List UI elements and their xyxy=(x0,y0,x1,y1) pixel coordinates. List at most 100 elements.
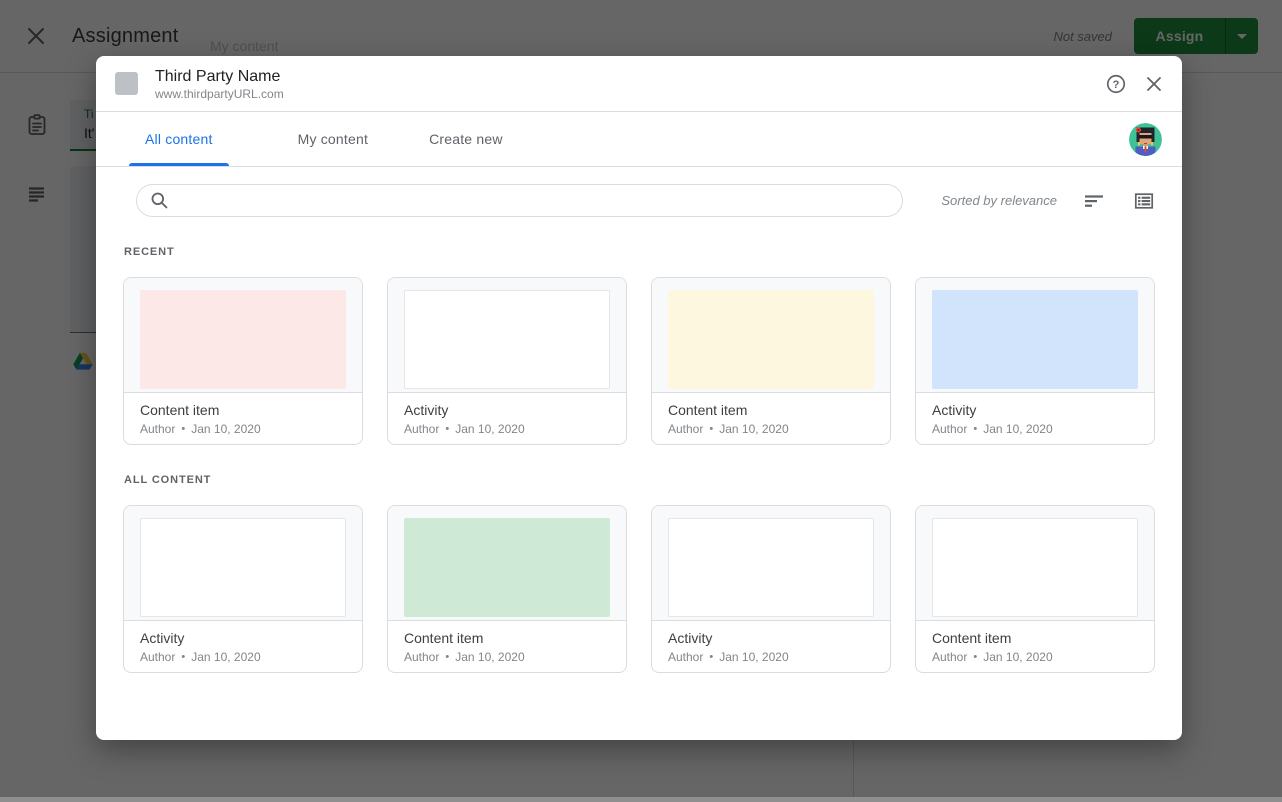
ghost-tab-text: My content xyxy=(210,38,279,54)
content-card[interactable]: Activity Author • Jan 10, 2020 xyxy=(387,277,627,445)
card-footer: Content item Author • Jan 10, 2020 xyxy=(388,620,626,672)
card-thumbnail xyxy=(404,290,610,389)
dialog-header: Third Party Name www.thirdpartyURL.com ? xyxy=(96,56,1182,112)
meta-bullet: • xyxy=(973,651,978,663)
card-footer: Activity Author • Jan 10, 2020 xyxy=(124,620,362,672)
card-thumbnail-area xyxy=(652,506,890,620)
content-card[interactable]: Content item Author • Jan 10, 2020 xyxy=(651,277,891,445)
app-identity: Third Party Name www.thirdpartyURL.com xyxy=(155,67,284,101)
content-section: RECENT Content item Author • Jan 10, 202… xyxy=(123,246,1155,445)
card-thumbnail xyxy=(668,290,874,389)
pixel-avatar-icon xyxy=(1129,122,1162,156)
card-author: Author xyxy=(404,650,440,664)
sort-button[interactable] xyxy=(1083,190,1105,212)
card-meta: Author • Jan 10, 2020 xyxy=(668,422,874,436)
content-card[interactable]: Content item Author • Jan 10, 2020 xyxy=(915,505,1155,673)
section-label: RECENT xyxy=(124,246,175,258)
card-meta: Author • Jan 10, 2020 xyxy=(140,422,346,436)
card-thumbnail xyxy=(404,518,610,617)
content-card[interactable]: Activity Author • Jan 10, 2020 xyxy=(123,505,363,673)
dialog-body: Sorted by relevance xyxy=(96,184,1182,673)
avatar[interactable] xyxy=(1129,122,1162,156)
card-thumbnail-area xyxy=(916,506,1154,620)
search-input[interactable] xyxy=(177,192,890,209)
meta-bullet: • xyxy=(445,423,450,435)
card-title: Activity xyxy=(140,630,185,646)
svg-text:?: ? xyxy=(1113,78,1120,90)
card-date: Jan 10, 2020 xyxy=(983,422,1053,436)
close-dialog-button[interactable] xyxy=(1142,72,1166,96)
content-sections: RECENT Content item Author • Jan 10, 202… xyxy=(123,246,1155,673)
card-meta: Author • Jan 10, 2020 xyxy=(932,650,1138,664)
meta-bullet: • xyxy=(973,423,978,435)
content-toolbar: Sorted by relevance xyxy=(123,184,1155,217)
search-icon xyxy=(151,192,168,209)
app-logo-placeholder xyxy=(115,72,138,95)
card-date: Jan 10, 2020 xyxy=(191,422,261,436)
card-thumbnail-area xyxy=(652,278,890,392)
tab-create-new[interactable]: Create new xyxy=(413,112,519,166)
card-date: Jan 10, 2020 xyxy=(191,650,261,664)
third-party-picker-dialog: Third Party Name www.thirdpartyURL.com ?… xyxy=(96,56,1182,740)
tab-label: Create new xyxy=(429,131,503,147)
card-thumbnail-area xyxy=(124,278,362,392)
card-footer: Activity Author • Jan 10, 2020 xyxy=(916,392,1154,444)
card-title: Content item xyxy=(932,630,1012,646)
view-list-icon xyxy=(1134,192,1154,209)
meta-bullet: • xyxy=(709,651,714,663)
view-list-button[interactable] xyxy=(1133,190,1155,212)
tab-my-content[interactable]: My content xyxy=(282,112,384,166)
sort-bars-icon xyxy=(1085,194,1103,207)
card-thumbnail xyxy=(140,518,346,617)
card-title: Activity xyxy=(404,402,449,418)
card-meta: Author • Jan 10, 2020 xyxy=(404,422,610,436)
card-footer: Content item Author • Jan 10, 2020 xyxy=(652,392,890,444)
card-author: Author xyxy=(932,650,968,664)
card-date: Jan 10, 2020 xyxy=(455,650,525,664)
card-date: Jan 10, 2020 xyxy=(455,422,525,436)
sort-status-label: Sorted by relevance xyxy=(941,193,1057,208)
card-thumbnail-area xyxy=(388,278,626,392)
card-date: Jan 10, 2020 xyxy=(983,650,1053,664)
card-footer: Content item Author • Jan 10, 2020 xyxy=(916,620,1154,672)
card-meta: Author • Jan 10, 2020 xyxy=(140,650,346,664)
meta-bullet: • xyxy=(445,651,450,663)
card-grid: Activity Author • Jan 10, 2020 Content i… xyxy=(123,505,1155,673)
question-circle-icon: ? xyxy=(1106,74,1126,93)
card-thumbnail-area xyxy=(388,506,626,620)
section-label: ALL CONTENT xyxy=(124,474,212,486)
card-meta: Author • Jan 10, 2020 xyxy=(668,650,874,664)
help-button[interactable]: ? xyxy=(1104,72,1128,96)
card-footer: Activity Author • Jan 10, 2020 xyxy=(388,392,626,444)
card-author: Author xyxy=(404,422,440,436)
card-author: Author xyxy=(668,650,704,664)
tab-label: My content xyxy=(297,131,369,147)
app-name: Third Party Name xyxy=(155,67,281,85)
card-thumbnail xyxy=(932,290,1138,389)
window-bottom-edge xyxy=(0,797,1282,802)
card-title: Content item xyxy=(404,630,484,646)
content-card[interactable]: Content item Author • Jan 10, 2020 xyxy=(123,277,363,445)
search-box[interactable] xyxy=(136,184,903,217)
card-thumbnail xyxy=(140,290,346,389)
card-grid: Content item Author • Jan 10, 2020 Activ… xyxy=(123,277,1155,445)
card-thumbnail-area xyxy=(124,506,362,620)
card-date: Jan 10, 2020 xyxy=(719,650,789,664)
active-tab-underline xyxy=(129,163,229,166)
tab-all-content[interactable]: All content xyxy=(129,112,229,166)
card-author: Author xyxy=(140,650,176,664)
card-thumbnail xyxy=(668,518,874,617)
meta-bullet: • xyxy=(709,423,714,435)
meta-bullet: • xyxy=(181,423,186,435)
card-meta: Author • Jan 10, 2020 xyxy=(932,422,1138,436)
tab-label: All content xyxy=(145,131,213,147)
card-author: Author xyxy=(140,422,176,436)
card-title: Activity xyxy=(668,630,713,646)
content-card[interactable]: Activity Author • Jan 10, 2020 xyxy=(915,277,1155,445)
content-card[interactable]: Activity Author • Jan 10, 2020 xyxy=(651,505,891,673)
card-date: Jan 10, 2020 xyxy=(719,422,789,436)
card-author: Author xyxy=(932,422,968,436)
card-thumbnail xyxy=(932,518,1138,617)
meta-bullet: • xyxy=(181,651,186,663)
content-card[interactable]: Content item Author • Jan 10, 2020 xyxy=(387,505,627,673)
